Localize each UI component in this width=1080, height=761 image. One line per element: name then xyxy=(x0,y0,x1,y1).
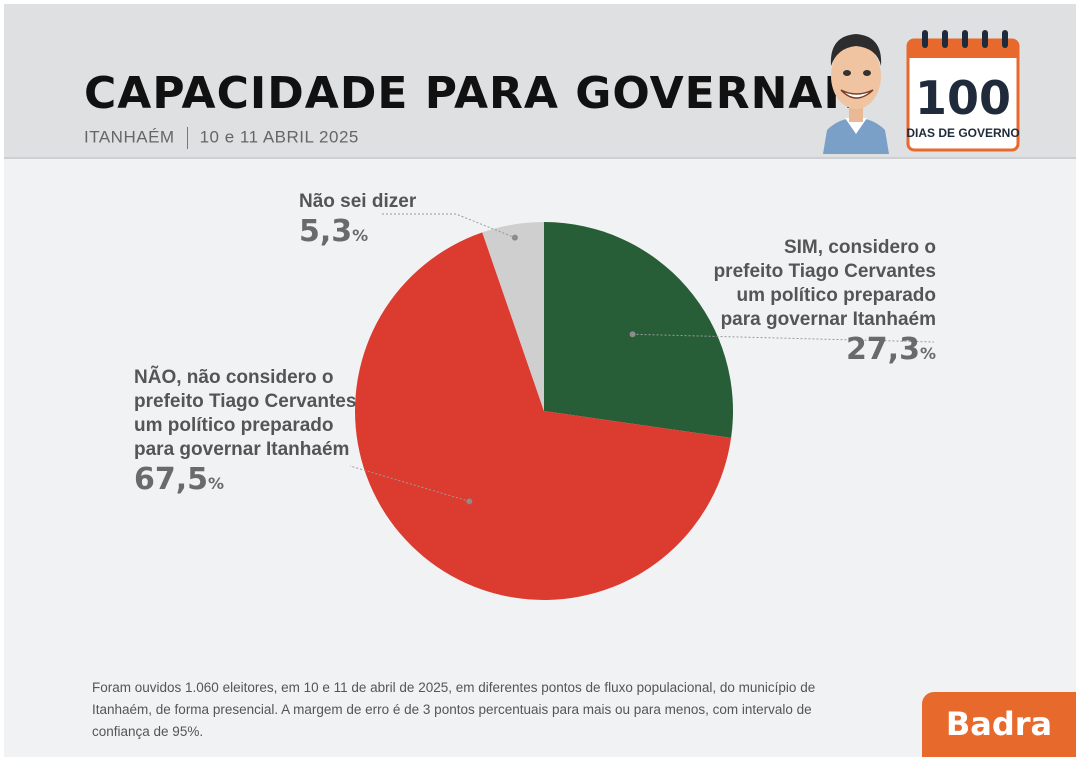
pie-slice-nao-sei xyxy=(482,222,544,411)
slice-value: 27,3 xyxy=(845,332,920,367)
pie-slice-nao xyxy=(354,232,732,600)
slice-value: 5,3 xyxy=(299,214,353,249)
leader-line xyxy=(382,213,516,239)
subtitle: ITANHAÉM 10 e 11 ABRIL 2025 xyxy=(84,127,359,149)
pie-chart xyxy=(349,213,935,600)
badge-number: 100 xyxy=(915,71,1011,125)
mayor-caricature-icon xyxy=(823,34,889,154)
header: CAPACIDADE PARA GOVERNAR ITANHAÉM 10 e 11… xyxy=(4,4,1076,159)
slice-label-nao-sei: Não sei dizer 5,3% xyxy=(299,190,499,248)
slice-label-text: SIM, considero o prefeito Tiago Cervante… xyxy=(713,237,936,330)
date-label: 10 e 11 ABRIL 2025 xyxy=(199,127,359,147)
slice-label-text: NÃO, não considero o prefeito Tiago Cerv… xyxy=(134,367,357,460)
divider xyxy=(186,127,188,149)
badge-label: DIAS DE GOVERNO xyxy=(906,126,1019,140)
slice-label-nao: NÃO, não considero o prefeito Tiago Cerv… xyxy=(134,366,364,496)
location-label: ITANHAÉM xyxy=(84,127,175,147)
slice-label-text: Não sei dizer xyxy=(299,191,417,212)
page-title: CAPACIDADE PARA GOVERNAR xyxy=(84,68,859,119)
calendar-icon: 100 DIAS DE GOVERNO xyxy=(906,30,1020,152)
methodology-note: Foram ouvidos 1.060 eleitores, em 10 e 1… xyxy=(92,680,816,739)
leader-line xyxy=(349,465,470,502)
brand-logo: Badra xyxy=(922,692,1076,757)
pie-slice-sim xyxy=(544,222,733,438)
infographic: CAPACIDADE PARA GOVERNAR ITANHAÉM 10 e 11… xyxy=(4,4,1076,757)
slice-value: 67,5 xyxy=(134,462,209,497)
slice-label-sim: SIM, considero o prefeito Tiago Cervante… xyxy=(704,236,936,366)
